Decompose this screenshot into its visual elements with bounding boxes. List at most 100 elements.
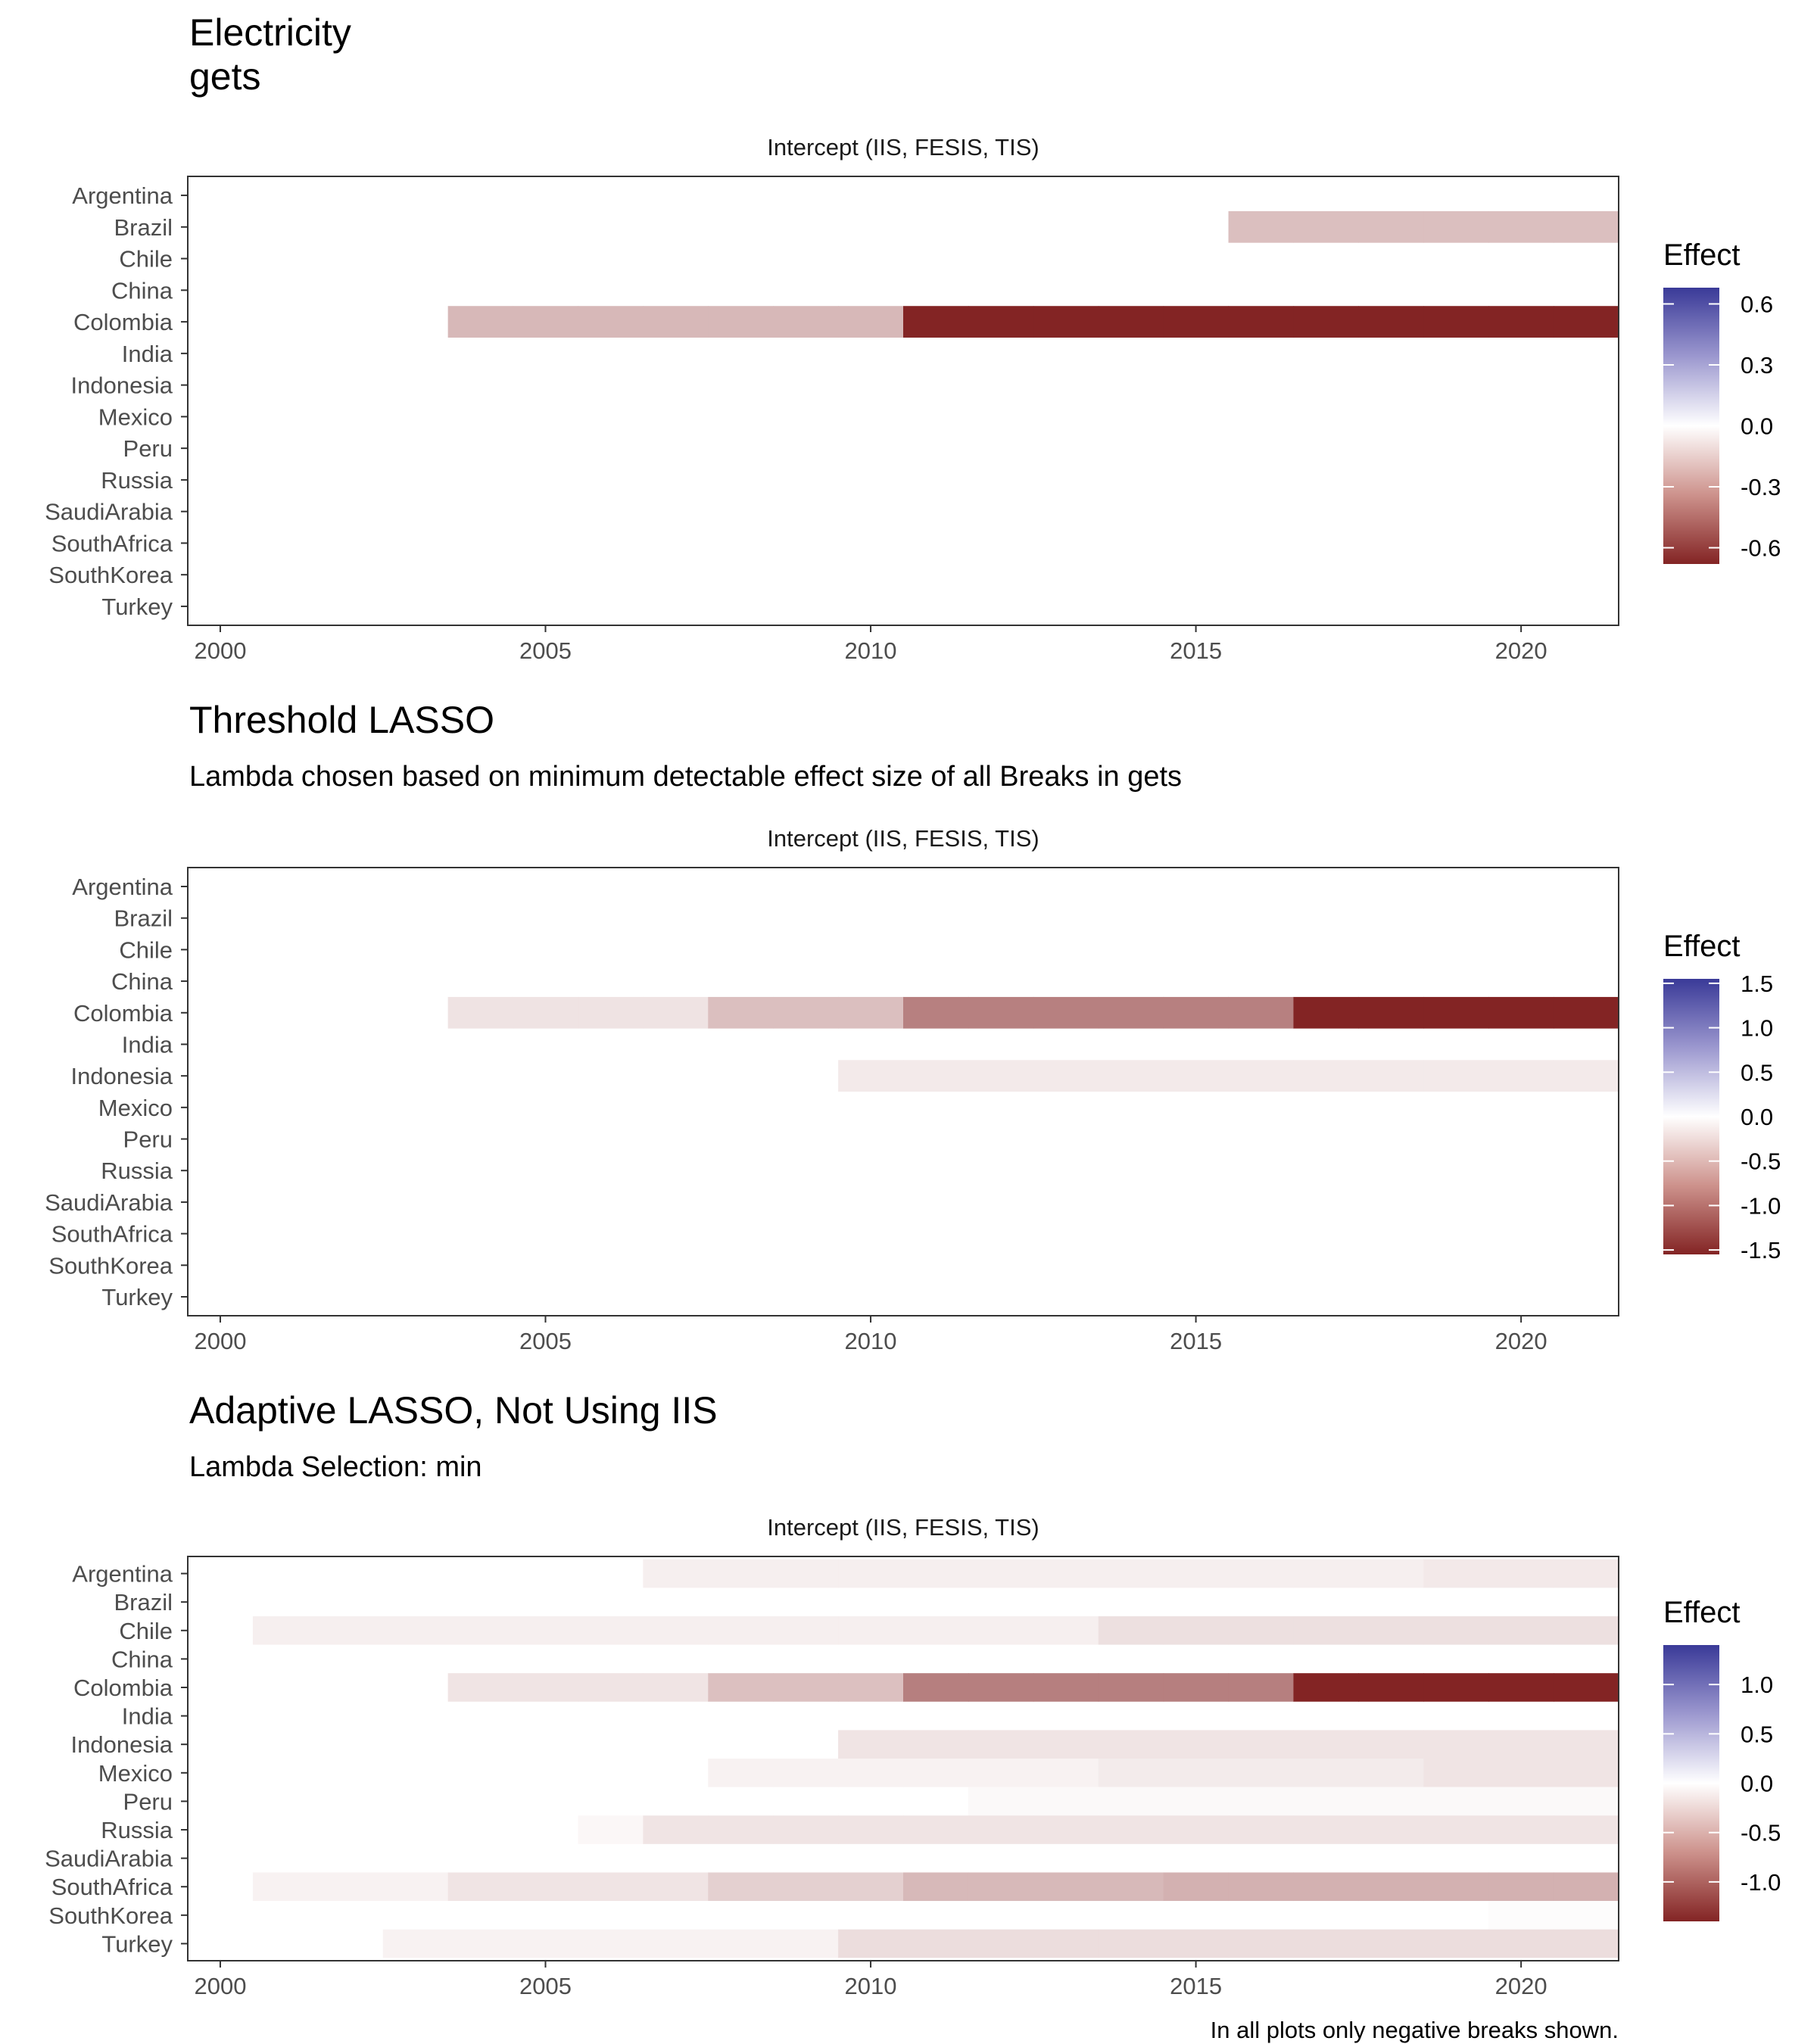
y-tick-label: Russia: [101, 1817, 173, 1843]
heatmap-cell-indonesia-2015: [1163, 1060, 1230, 1092]
y-tick-label: China: [111, 277, 173, 304]
panel-border: [187, 867, 1619, 1316]
heatmap-cell-colombia-2008: [708, 996, 774, 1029]
heatmap-cell-colombia-2010: [838, 996, 904, 1029]
heatmap-cell-colombia-2007: [643, 306, 709, 338]
panel-title-line: Adaptive LASSO, Not Using IIS: [189, 1389, 718, 1432]
legend-tick-label: 0.0: [1741, 1771, 1773, 1797]
heatmap-cell-colombia-2006: [578, 306, 644, 338]
heatmap-cell-peru-2015: [1163, 1787, 1230, 1816]
heatmap-cell-indonesia-2020: [1488, 1060, 1554, 1092]
heatmap-cell-southafrica-2007: [643, 1872, 709, 1902]
heatmap-cell-colombia-2020: [1488, 996, 1554, 1029]
heatmap-cell-argentina-2019: [1423, 1559, 1489, 1588]
heatmap-cell-colombia-2015: [1163, 1673, 1230, 1702]
heatmap-cell-southafrica-2014: [1098, 1872, 1164, 1902]
y-tick-label: Peru: [123, 435, 173, 462]
heatmap-cell-indonesia-2012: [968, 1060, 1034, 1092]
y-tick-label: Brazil: [114, 1589, 173, 1616]
heatmap-cell-southafrica-2002: [317, 1872, 384, 1902]
heatmap-cell-chile-2008: [708, 1616, 774, 1645]
heatmap-cell-peru-2012: [968, 1787, 1034, 1816]
x-tick-label: 2000: [194, 1328, 246, 1354]
heatmap-cell-mexico-2013: [1033, 1759, 1099, 1787]
y-tick-label: Brazil: [114, 905, 173, 932]
heatmap-cell-peru-2016: [1228, 1787, 1295, 1816]
y-tick-label: SaudiArabia: [45, 1846, 173, 1872]
heatmap-cell-mexico-2008: [708, 1759, 774, 1787]
heatmap-cell-argentina-2014: [1098, 1559, 1164, 1588]
x-tick-label: 2015: [1170, 1973, 1222, 1999]
heatmap-cell-argentina-2017: [1293, 1559, 1359, 1588]
heatmap-cell-peru-2018: [1358, 1787, 1424, 1816]
heatmap-cell-chile-2016: [1228, 1616, 1295, 1645]
heatmap-cell-southafrica-2009: [773, 1872, 839, 1902]
heatmap-cell-argentina-2010: [838, 1559, 904, 1588]
heatmap-cell-colombia-2015: [1163, 996, 1230, 1029]
heatmap-cell-colombia-2009: [773, 306, 839, 338]
heatmap-cell-indonesia-2017: [1293, 1060, 1359, 1092]
y-tick-label: SouthKorea: [48, 1252, 173, 1279]
heatmap-cell-colombia-2011: [903, 306, 969, 338]
heatmap-cell-russia-2014: [1098, 1815, 1164, 1844]
heatmap-cell-turkey-2015: [1163, 1929, 1230, 1958]
heatmap-cell-colombia-2004: [447, 996, 514, 1029]
heatmap-cell-chile-2011: [903, 1616, 969, 1645]
heatmap-cell-indonesia-2016: [1228, 1060, 1295, 1092]
panel-title-line: Threshold LASSO: [189, 699, 494, 741]
heatmap-cell-mexico-2021: [1554, 1759, 1619, 1787]
legend-title: Effect: [1663, 1596, 1741, 1629]
heatmap-cell-colombia-2014: [1098, 306, 1164, 338]
heatmap-cell-colombia-2009: [773, 1673, 839, 1702]
heatmap-cell-colombia-2006: [578, 1673, 644, 1702]
y-tick-label: Colombia: [73, 1000, 173, 1027]
y-tick-label: Peru: [123, 1788, 173, 1815]
heatmap-cell-russia-2016: [1228, 1815, 1295, 1844]
y-tick-label: SouthAfrica: [51, 1221, 173, 1248]
heatmap-cell-argentina-2009: [773, 1559, 839, 1588]
heatmap-cell-brazil-2021: [1554, 210, 1619, 243]
y-tick-label: Mexico: [98, 1095, 173, 1121]
heatmap-cell-colombia-2019: [1423, 306, 1489, 338]
y-tick-label: Russia: [101, 467, 173, 494]
heatmap-cell-russia-2017: [1293, 1815, 1359, 1844]
heatmap-cell-mexico-2016: [1228, 1759, 1295, 1787]
heatmap-cell-colombia-2008: [708, 1673, 774, 1702]
y-tick-label: India: [122, 341, 173, 367]
legend-tick-label: 0.0: [1741, 1104, 1773, 1130]
panel-2: Threshold LASSO Lambda chosen based on mi…: [45, 699, 1781, 1354]
heatmap-cell-indonesia-2019: [1423, 1060, 1489, 1092]
heatmap-cell-southafrica-2019: [1423, 1872, 1489, 1902]
heatmap-cell-argentina-2013: [1033, 1559, 1099, 1588]
heatmap-cell-russia-2013: [1033, 1815, 1099, 1844]
legend-tick-label: 0.5: [1741, 1059, 1773, 1086]
heatmap-cell-colombia-2018: [1358, 306, 1424, 338]
x-tick-label: 2020: [1495, 637, 1547, 664]
y-tick-label: China: [111, 968, 173, 995]
panel-border: [187, 176, 1619, 626]
heatmap-cell-argentina-2012: [968, 1559, 1034, 1588]
heatmap-cell-mexico-2020: [1488, 1759, 1554, 1787]
heatmap-cell-russia-2015: [1163, 1815, 1230, 1844]
heatmap-cell-southafrica-2005: [513, 1872, 579, 1902]
heatmap-cell-colombia-2020: [1488, 1673, 1554, 1702]
y-tick-label: SouthKorea: [48, 562, 173, 588]
heatmap-cell-colombia-2012: [968, 1673, 1034, 1702]
heatmap-cell-russia-2008: [708, 1815, 774, 1844]
heatmap-cell-brazil-2018: [1358, 210, 1424, 243]
heatmap-cell-colombia-2010: [838, 1673, 904, 1702]
heatmap-cell-colombia-2018: [1358, 1673, 1424, 1702]
y-tick-label: Turkey: [101, 1284, 173, 1310]
y-tick-label: Chile: [119, 1618, 173, 1644]
heatmap-cell-turkey-2021: [1554, 1929, 1619, 1958]
heatmap-cell-russia-2010: [838, 1815, 904, 1844]
heatmap-cell-russia-2019: [1423, 1815, 1489, 1844]
x-tick-label: 2010: [845, 1973, 897, 1999]
heatmap-cell-southafrica-2003: [382, 1872, 449, 1902]
heatmap-cell-colombia-2012: [968, 996, 1034, 1029]
heatmap-cell-turkey-2012: [968, 1929, 1034, 1958]
heatmap-cell-colombia-2017: [1293, 996, 1359, 1029]
heatmap-cell-chile-2009: [773, 1616, 839, 1645]
heatmap-cell-chile-2021: [1554, 1616, 1619, 1645]
